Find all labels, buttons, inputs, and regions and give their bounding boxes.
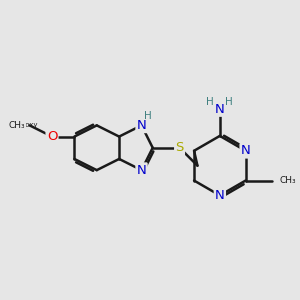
Text: H: H [206, 97, 214, 107]
Text: N: N [136, 164, 146, 177]
Text: CH₃: CH₃ [8, 121, 25, 130]
Text: N: N [215, 103, 225, 116]
Text: N: N [215, 189, 225, 202]
Text: S: S [176, 141, 184, 154]
Text: H: H [225, 97, 233, 107]
Text: N: N [241, 144, 250, 157]
Text: H: H [144, 111, 152, 122]
Text: N: N [136, 119, 146, 132]
Text: CH₃: CH₃ [279, 176, 296, 185]
Text: methoxy: methoxy [8, 122, 38, 128]
Text: O: O [47, 130, 57, 143]
